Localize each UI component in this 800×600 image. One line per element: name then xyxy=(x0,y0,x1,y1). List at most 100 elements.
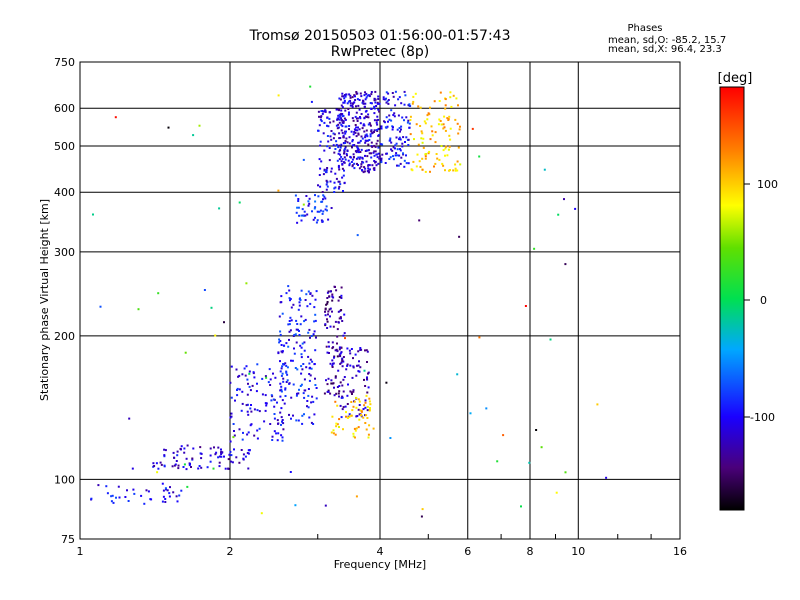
data-point xyxy=(250,410,253,413)
data-point xyxy=(338,395,340,398)
data-point xyxy=(359,92,362,95)
data-point xyxy=(391,92,394,94)
data-point xyxy=(327,140,330,143)
data-point xyxy=(246,403,249,406)
data-point xyxy=(420,515,423,518)
data-point xyxy=(335,422,338,425)
data-point xyxy=(325,171,327,174)
data-point xyxy=(232,436,235,439)
data-point xyxy=(350,130,353,133)
data-point xyxy=(206,466,209,469)
data-point xyxy=(294,333,297,336)
data-point xyxy=(338,115,341,118)
data-point xyxy=(360,135,363,138)
data-point xyxy=(400,102,403,105)
data-point xyxy=(264,402,267,405)
data-point xyxy=(233,430,235,432)
data-point xyxy=(298,301,301,304)
data-point xyxy=(564,471,567,474)
data-point xyxy=(336,404,339,407)
data-point xyxy=(454,169,457,172)
data-point xyxy=(326,390,329,393)
data-point xyxy=(351,117,354,120)
data-point xyxy=(406,121,409,124)
data-point xyxy=(298,334,301,336)
data-point xyxy=(389,137,392,140)
data-point xyxy=(327,341,330,344)
data-point xyxy=(300,315,303,318)
data-point xyxy=(131,467,134,470)
data-point xyxy=(360,95,363,98)
data-point xyxy=(354,95,356,98)
data-point xyxy=(164,501,167,503)
data-point xyxy=(442,149,445,152)
data-point xyxy=(330,379,333,382)
data-point xyxy=(351,144,354,147)
data-point xyxy=(292,414,294,417)
data-point xyxy=(348,125,351,127)
data-point xyxy=(335,140,338,143)
data-point xyxy=(403,119,405,122)
data-point xyxy=(370,141,373,144)
data-point xyxy=(380,125,383,128)
y-tick-label: 100 xyxy=(54,473,75,486)
data-point xyxy=(126,489,128,492)
data-point xyxy=(358,99,361,101)
data-point xyxy=(173,456,175,459)
data-point xyxy=(375,142,378,145)
data-point xyxy=(390,109,393,112)
data-point xyxy=(557,213,560,216)
data-point xyxy=(276,401,278,404)
data-point xyxy=(301,422,304,425)
data-point xyxy=(349,99,352,102)
data-point xyxy=(150,498,153,501)
data-point xyxy=(303,396,306,399)
data-point xyxy=(370,156,373,159)
data-point xyxy=(217,456,220,459)
data-point xyxy=(229,450,232,453)
data-point xyxy=(457,132,460,135)
data-point xyxy=(235,368,238,371)
data-point xyxy=(424,155,427,158)
data-point xyxy=(306,213,309,216)
colorbar-label: [deg] xyxy=(718,71,753,86)
data-point xyxy=(344,125,347,128)
data-point xyxy=(377,152,380,155)
data-point xyxy=(385,381,388,384)
data-point xyxy=(264,394,267,397)
data-point xyxy=(355,145,358,148)
data-point xyxy=(278,338,281,341)
data-point xyxy=(357,133,360,136)
data-point xyxy=(277,432,280,435)
data-point xyxy=(346,417,349,419)
y-tick-label: 75 xyxy=(61,533,75,546)
x-tick-label: 6 xyxy=(464,545,471,558)
x-tick-label: 1 xyxy=(77,545,84,558)
data-point xyxy=(345,368,348,371)
data-point xyxy=(319,118,322,121)
data-point xyxy=(145,489,148,492)
data-point xyxy=(350,401,353,403)
data-point xyxy=(326,116,329,119)
data-point xyxy=(424,170,427,173)
data-point xyxy=(276,419,279,422)
data-point xyxy=(180,489,183,492)
data-point xyxy=(340,123,343,126)
data-point xyxy=(496,460,499,463)
data-point xyxy=(337,187,340,190)
data-point xyxy=(250,404,252,406)
data-point xyxy=(356,98,359,101)
data-point xyxy=(282,380,285,383)
data-point xyxy=(394,147,396,150)
data-point xyxy=(340,117,343,120)
data-point xyxy=(280,301,283,304)
data-point xyxy=(237,375,240,378)
data-point xyxy=(355,91,358,93)
data-point xyxy=(218,207,221,210)
grid-lines xyxy=(80,62,680,539)
data-point xyxy=(342,174,345,177)
data-point xyxy=(247,382,249,385)
data-point xyxy=(346,363,349,366)
data-point xyxy=(333,356,335,359)
data-point xyxy=(307,331,310,334)
